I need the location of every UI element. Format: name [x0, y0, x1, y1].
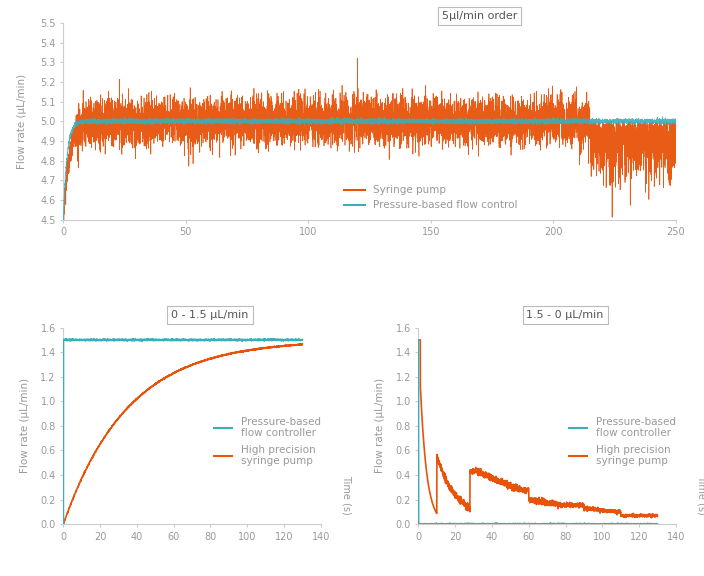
Text: Time (s): Time (s) [696, 475, 704, 514]
Text: Time (s): Time (s) [341, 475, 351, 514]
Legend: Pressure-based
flow controller, High precision
syringe pump: Pressure-based flow controller, High pre… [569, 417, 676, 467]
Y-axis label: Flow rate (µL/min): Flow rate (µL/min) [17, 74, 27, 169]
Legend: Pressure-based
flow controller, High precision
syringe pump: Pressure-based flow controller, High pre… [213, 417, 320, 467]
Text: 0 - 1.5 µL/min: 0 - 1.5 µL/min [171, 310, 249, 320]
Legend: Syringe pump, Pressure-based flow control: Syringe pump, Pressure-based flow contro… [344, 185, 517, 210]
Text: 5µl/min order: 5µl/min order [442, 11, 517, 21]
Y-axis label: Flow rate (µL/min): Flow rate (µL/min) [20, 378, 30, 473]
Y-axis label: Flow rate (µL/min): Flow rate (µL/min) [375, 378, 385, 473]
Text: 1.5 - 0 µL/min: 1.5 - 0 µL/min [527, 310, 604, 320]
